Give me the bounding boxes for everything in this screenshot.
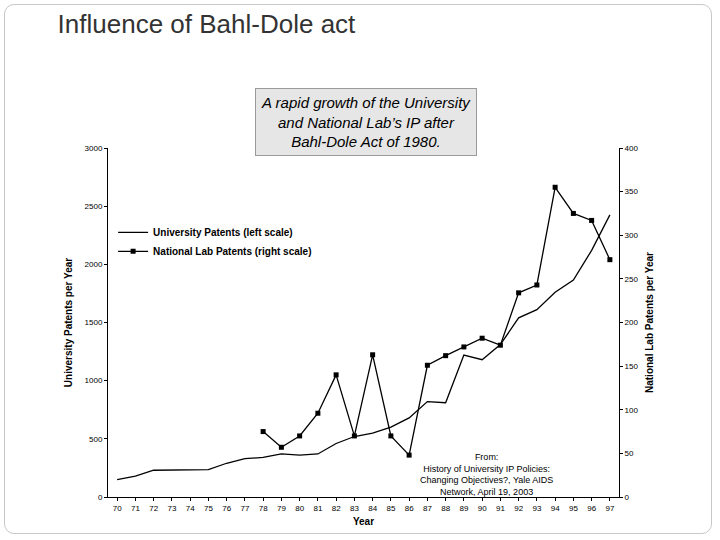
svg-text:300: 300 [625,231,639,240]
svg-text:77: 77 [240,504,249,513]
svg-text:National Lab Patents (right sc: National Lab Patents (right scale) [153,246,311,257]
svg-text:70: 70 [113,504,122,513]
svg-text:400: 400 [625,144,639,153]
svg-text:50: 50 [625,449,634,458]
svg-text:87: 87 [423,504,432,513]
svg-text:94: 94 [551,504,560,513]
svg-text:2000: 2000 [85,260,103,269]
svg-text:81: 81 [313,504,322,513]
svg-text:96: 96 [587,504,596,513]
svg-text:83: 83 [350,504,359,513]
svg-text:78: 78 [259,504,268,513]
svg-text:Influence of Bahl-Dole act: Influence of Bahl-Dole act [58,9,357,39]
svg-text:University Patents (left scale: University Patents (left scale) [153,227,292,238]
svg-text:Year: Year [353,516,374,527]
svg-text:1500: 1500 [85,318,103,327]
svg-text:76: 76 [222,504,231,513]
svg-text:500: 500 [89,435,103,444]
svg-text:88: 88 [441,504,450,513]
svg-text:75: 75 [204,504,213,513]
svg-text:79: 79 [277,504,286,513]
svg-text:85: 85 [386,504,395,513]
svg-text:73: 73 [167,504,176,513]
svg-text:86: 86 [405,504,414,513]
svg-text:100: 100 [625,406,639,415]
svg-text:97: 97 [605,504,614,513]
svg-text:2500: 2500 [85,202,103,211]
svg-text:82: 82 [332,504,341,513]
svg-text:National Lab Patents per Year: National Lab Patents per Year [644,252,655,393]
svg-text:90: 90 [478,504,487,513]
svg-text:150: 150 [625,362,639,371]
svg-text:From:History of University IP: From:History of University IP Policies:C… [420,452,553,497]
svg-text:350: 350 [625,187,639,196]
svg-text:89: 89 [459,504,468,513]
svg-text:3000: 3000 [85,144,103,153]
svg-text:0: 0 [625,493,630,502]
svg-text:93: 93 [532,504,541,513]
svg-text:250: 250 [625,275,639,284]
svg-text:74: 74 [186,504,195,513]
svg-text:84: 84 [368,504,377,513]
svg-text:91: 91 [496,504,505,513]
svg-text:0: 0 [98,493,103,502]
svg-text:72: 72 [149,504,158,513]
svg-text:92: 92 [514,504,523,513]
svg-text:University Patents per Year: University Patents per Year [63,258,74,387]
svg-text:71: 71 [131,504,140,513]
svg-text:A rapid growth of the Universi: A rapid growth of the Universityand Nati… [261,94,471,150]
svg-text:1000: 1000 [85,376,103,385]
svg-text:95: 95 [569,504,578,513]
svg-text:80: 80 [295,504,304,513]
svg-text:200: 200 [625,318,639,327]
